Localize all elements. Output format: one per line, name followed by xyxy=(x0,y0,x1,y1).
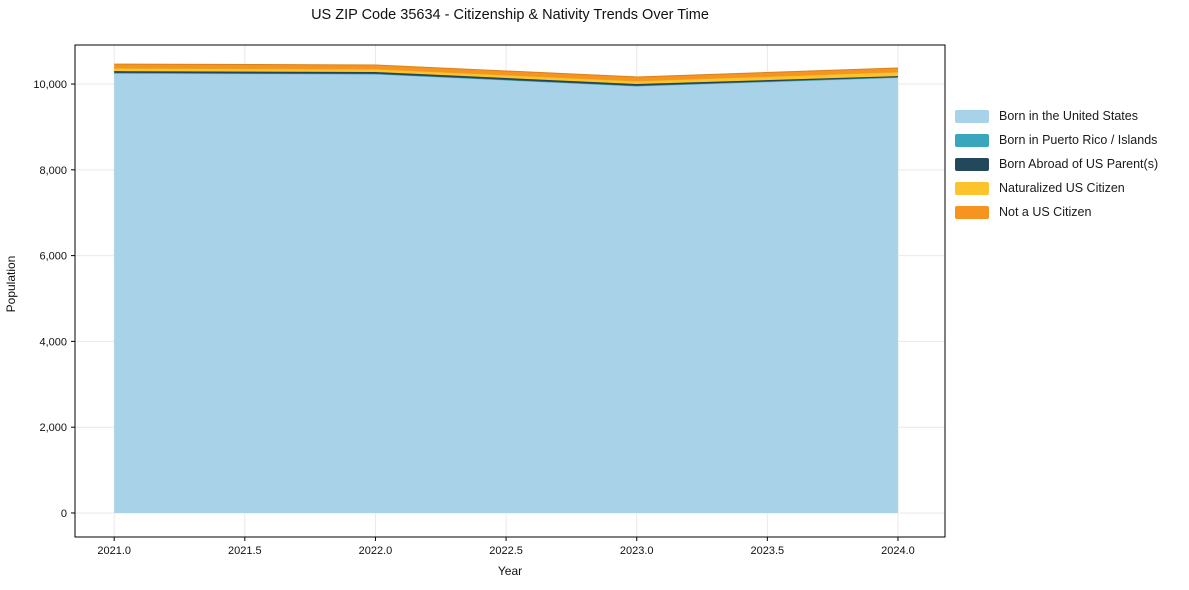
legend-swatch xyxy=(955,109,989,123)
legend-item: Born in the United States xyxy=(955,104,1158,128)
legend-label: Not a US Citizen xyxy=(999,205,1092,219)
y-tick-label: 6,000 xyxy=(39,251,67,263)
y-tick-label: 4,000 xyxy=(39,336,67,348)
legend-item: Not a US Citizen xyxy=(955,200,1158,224)
y-tick-label: 8,000 xyxy=(39,165,67,177)
y-tick-label: 10,000 xyxy=(33,79,67,91)
x-tick-label: 2023.0 xyxy=(620,545,654,557)
area-series-edge xyxy=(114,70,898,85)
legend-item: Naturalized US Citizen xyxy=(955,176,1158,200)
legend-label: Born in Puerto Rico / Islands xyxy=(999,133,1158,147)
legend-item: Born Abroad of US Parent(s) xyxy=(955,152,1158,176)
x-tick-label: 2022.0 xyxy=(359,545,393,557)
y-tick-label: 0 xyxy=(61,508,67,520)
legend-label: Naturalized US Citizen xyxy=(999,181,1125,195)
area-series xyxy=(114,64,898,82)
chart-title: US ZIP Code 35634 - Citizenship & Nativi… xyxy=(311,7,709,23)
x-tick-label: 2023.5 xyxy=(751,545,785,557)
legend-label: Born Abroad of US Parent(s) xyxy=(999,157,1159,171)
area-series xyxy=(114,68,898,85)
x-tick-label: 2022.5 xyxy=(489,545,523,557)
x-axis-label: Year xyxy=(497,564,523,578)
area-series xyxy=(114,73,898,513)
legend-swatch xyxy=(955,205,989,219)
x-tick-label: 2021.5 xyxy=(228,545,262,557)
legend-swatch xyxy=(955,133,989,147)
legend: Born in the United States Born in Puerto … xyxy=(955,104,1158,224)
legend-item: Born in Puerto Rico / Islands xyxy=(955,128,1158,152)
legend-swatch xyxy=(955,181,989,195)
legend-swatch xyxy=(955,157,989,171)
plot-border xyxy=(74,44,946,538)
legend-label: Born in the United States xyxy=(999,109,1138,123)
y-tick-label: 2,000 xyxy=(39,422,67,434)
x-tick-label: 2021.0 xyxy=(97,545,131,557)
area-series-edge xyxy=(114,63,898,78)
x-tick-label: 2024.0 xyxy=(881,545,915,557)
